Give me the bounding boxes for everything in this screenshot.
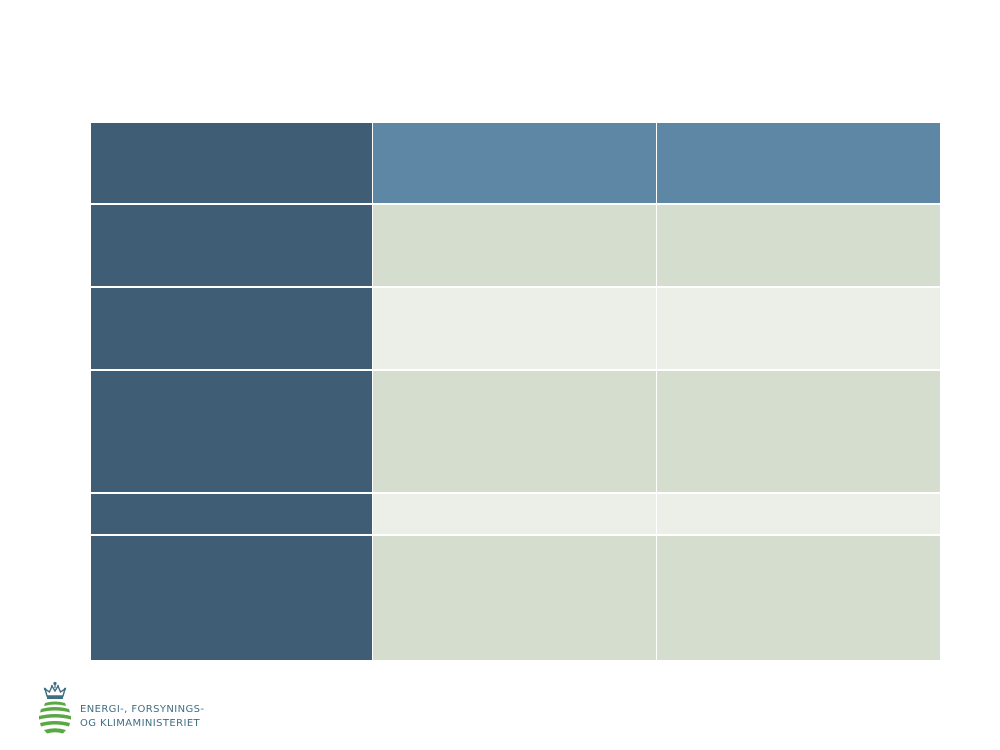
table-cell [657, 371, 940, 492]
header-cell-col2 [657, 123, 940, 203]
row-label [91, 494, 372, 534]
ministry-logo: ENERGI-, FORSYNINGS- OG KLIMAMINISTERIET [35, 681, 205, 737]
ministry-name-line1: ENERGI-, FORSYNINGS- [80, 704, 205, 715]
table-cell [657, 288, 940, 369]
table-cell [657, 494, 940, 534]
table-cell [373, 205, 656, 286]
data-table [91, 123, 940, 660]
table-cell [657, 205, 940, 286]
table-cell [657, 536, 940, 660]
crown-globe-icon [39, 681, 71, 734]
row-label [91, 205, 372, 286]
table-cell [373, 494, 656, 534]
ministry-name-line2: OG KLIMAMINISTERIET [80, 718, 201, 729]
header-cell-col1 [373, 123, 656, 203]
row-label [91, 288, 372, 369]
table-cell [373, 536, 656, 660]
table-cell [373, 288, 656, 369]
ministry-name: ENERGI-, FORSYNINGS- OG KLIMAMINISTERIET [80, 703, 204, 731]
header-cell-label [91, 123, 372, 203]
row-label [91, 371, 372, 492]
row-label [91, 536, 372, 660]
table-cell [373, 371, 656, 492]
